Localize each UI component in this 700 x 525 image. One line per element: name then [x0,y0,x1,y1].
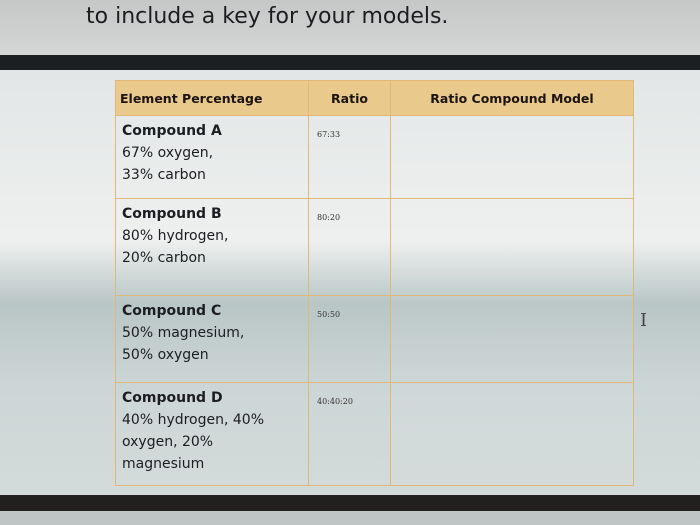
table-row: Compound B 80% hydrogen, 20% carbon 80:2… [115,198,634,296]
composition-line: magnesium [122,456,205,472]
ratio-cell[interactable]: 50:50 [308,295,391,383]
table-row: Compound C 50% magnesium, 50% oxygen 50:… [115,295,634,383]
composition-line: 20% carbon [122,250,206,266]
compound-name: Compound A [122,123,222,139]
ratio-cell[interactable]: 67:33 [308,115,391,199]
ratio-cell[interactable]: 80:20 [308,198,391,296]
compound-table: Element Percentage Ratio Ratio Compound … [115,80,634,486]
compound-cell[interactable]: Compound D 40% hydrogen, 40% oxygen, 20%… [115,382,309,486]
compound-cell[interactable]: Compound C 50% magnesium, 50% oxygen [115,295,309,383]
model-cell[interactable] [390,198,634,296]
header-ratio: Ratio [308,80,391,116]
header-ratio-compound-model: Ratio Compound Model [390,80,634,116]
bottom-band [0,511,700,525]
compound-name: Compound C [122,303,222,319]
divider-bar [0,55,700,70]
composition-line: 50% magnesium, [122,325,245,341]
instruction-text: to include a key for your models. [86,4,449,29]
model-cell[interactable] [390,295,634,383]
text-cursor-icon: I [640,310,648,331]
composition-line: 50% oxygen [122,347,209,363]
ratio-cell[interactable]: 40:40:20 [308,382,391,486]
composition-line: oxygen, 20% [122,434,214,450]
header-element-percentage: Element Percentage [115,80,309,116]
model-cell[interactable] [390,115,634,199]
composition-line: 40% hydrogen, 40% [122,412,265,428]
model-cell[interactable] [390,382,634,486]
header-row: Element Percentage Ratio Ratio Compound … [115,80,634,116]
composition-line: 80% hydrogen, [122,228,229,244]
compound-name: Compound D [122,390,223,406]
table-row: Compound A 67% oxygen, 33% carbon 67:33 [115,115,634,199]
compound-name: Compound B [122,206,222,222]
table-row: Compound D 40% hydrogen, 40% oxygen, 20%… [115,382,634,486]
compound-cell[interactable]: Compound B 80% hydrogen, 20% carbon [115,198,309,296]
compound-cell[interactable]: Compound A 67% oxygen, 33% carbon [115,115,309,199]
top-band [0,0,700,55]
divider-bar-bottom [0,495,700,511]
composition-line: 33% carbon [122,167,206,183]
composition-line: 67% oxygen, [122,145,214,161]
